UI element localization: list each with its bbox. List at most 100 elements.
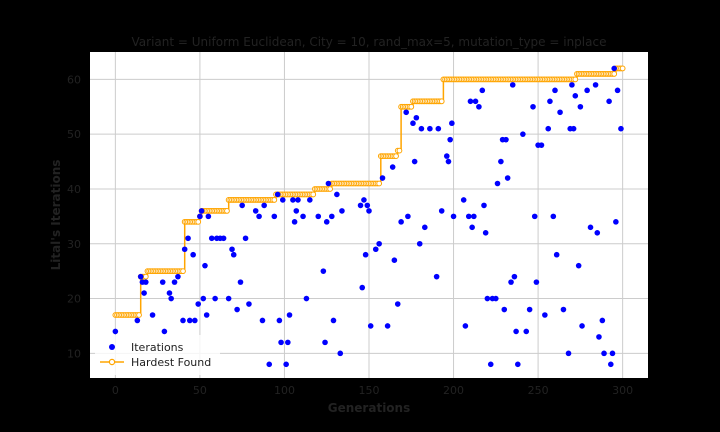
hardest-found-point	[142, 273, 149, 280]
iterations-point	[320, 268, 327, 274]
iterations-point	[570, 125, 577, 132]
iterations-point	[411, 158, 418, 165]
iterations-point	[596, 334, 602, 340]
hardest-found-point	[619, 65, 626, 72]
iterations-point	[234, 306, 240, 313]
iterations-point	[389, 164, 396, 170]
iterations-point	[300, 213, 306, 220]
iterations-point	[520, 131, 526, 137]
y-axis-title: Lital's Iterations	[49, 160, 63, 271]
iterations-point	[159, 279, 166, 285]
iterations-point	[202, 262, 208, 269]
x-tick-label: 100	[274, 384, 295, 397]
iterations-point	[286, 312, 293, 318]
iterations-point	[443, 153, 450, 159]
iterations-point	[476, 103, 482, 110]
iterations-point	[523, 328, 530, 335]
iterations-point	[143, 279, 149, 285]
iterations-point	[560, 306, 567, 313]
iterations-point	[384, 323, 391, 329]
iterations-point	[362, 251, 369, 258]
iterations-point	[367, 323, 374, 329]
iterations-point	[220, 235, 227, 242]
iterations-point	[515, 361, 521, 368]
legend-label-hardest: Hardest Found	[131, 356, 211, 369]
y-tick-label: 40	[67, 183, 81, 196]
iterations-point	[198, 208, 205, 214]
x-tick-label: 150	[359, 384, 380, 397]
iterations-point	[366, 208, 372, 214]
iterations-point	[230, 251, 237, 258]
iterations-point	[398, 219, 404, 225]
x-tick-label: 200	[443, 384, 464, 397]
y-tick-label: 10	[67, 347, 81, 360]
x-axis-ticks: 0 50 100 150 200 250 300	[112, 384, 633, 397]
iterations-point	[208, 235, 215, 242]
iterations-point	[276, 317, 283, 324]
iterations-point	[175, 273, 181, 280]
iterations-point	[503, 136, 509, 143]
iterations-point	[479, 87, 486, 94]
iterations-point	[445, 158, 452, 165]
iterations-point	[594, 230, 601, 236]
hardest-found-point	[376, 180, 383, 187]
iterations-point	[205, 213, 212, 220]
iterations-point	[494, 180, 501, 187]
iterations-point	[359, 284, 366, 291]
iterations-point	[530, 103, 536, 110]
iterations-point	[504, 175, 511, 181]
chart-title: Variant = Uniform Euclidean, City = 10, …	[132, 35, 607, 49]
iterations-point	[325, 180, 332, 187]
iterations-point	[501, 306, 508, 313]
hardest-found-point	[180, 268, 186, 275]
iterations-point	[291, 219, 298, 225]
iterations-point	[557, 109, 563, 116]
iterations-point	[379, 175, 386, 181]
iterations-point	[613, 219, 619, 225]
iterations-point	[599, 317, 606, 324]
iterations-point	[212, 295, 218, 302]
iterations-point	[513, 328, 519, 335]
iterations-point	[307, 197, 313, 203]
iterations-point	[608, 361, 614, 368]
iterations-point	[181, 246, 188, 253]
iterations-point	[141, 290, 147, 296]
iterations-point	[180, 317, 186, 324]
y-tick-label: 50	[67, 128, 81, 141]
iterations-point	[372, 246, 379, 253]
iterations-point	[487, 361, 494, 368]
iterations-point	[271, 213, 278, 220]
iterations-point	[274, 191, 281, 198]
iterations-point	[195, 301, 202, 307]
iterations-point	[361, 197, 367, 203]
iterations-point	[279, 197, 286, 203]
iterations-point	[256, 213, 262, 220]
iterations-point	[200, 295, 207, 302]
iterations-point	[533, 279, 540, 285]
iterations-point	[283, 361, 289, 368]
iterations-point	[606, 98, 612, 105]
x-tick-label: 50	[193, 384, 207, 397]
iterations-point	[161, 328, 168, 335]
iterations-point	[614, 87, 621, 94]
iterations-point	[330, 317, 337, 324]
iterations-point	[460, 197, 467, 203]
iterations-point	[339, 208, 345, 214]
iterations-point	[266, 361, 273, 368]
hardest-found-point	[572, 76, 579, 83]
iterations-point	[547, 98, 553, 105]
hardest-found-point	[393, 153, 399, 160]
iterations-point	[418, 125, 425, 132]
iterations-point	[438, 208, 445, 214]
y-tick-label: 60	[67, 73, 81, 86]
iterations-point	[197, 213, 203, 220]
iterations-point	[482, 230, 489, 236]
iterations-point	[450, 213, 457, 220]
iterations-point	[471, 213, 477, 220]
iterations-point	[237, 279, 244, 285]
iterations-point	[278, 339, 284, 346]
iterations-point	[552, 87, 558, 94]
iterations-point	[186, 317, 193, 324]
iterations-point	[357, 202, 364, 209]
iterations-point	[315, 213, 322, 220]
